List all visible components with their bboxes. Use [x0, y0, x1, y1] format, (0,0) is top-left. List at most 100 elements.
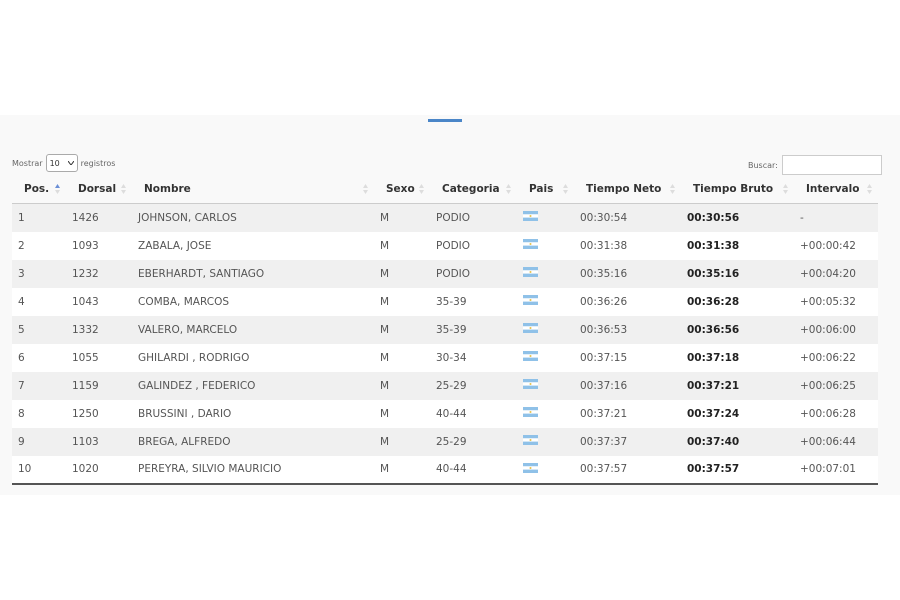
flag-top [523, 462, 538, 466]
page-length-select[interactable]: 10 [45, 154, 78, 172]
sex-cell: M [374, 455, 430, 485]
gross-time-cell: 00:37:40 [687, 435, 740, 448]
flag-bot [523, 413, 538, 417]
search-label: Buscar: [748, 160, 778, 170]
interval-cell: - [800, 211, 804, 224]
gross-time-cell: 00:36:28 [687, 295, 740, 308]
sort-up [419, 184, 424, 188]
net-time-cell: 00:36:26 [580, 295, 628, 308]
interval-cell: +00:06:22 [800, 351, 856, 364]
flag-bot [523, 217, 538, 222]
name-cell: JOHNSON, CARLOS [138, 211, 237, 224]
interval-cell: +00:04:20 [800, 267, 856, 280]
bib-cell: 1020 [66, 455, 132, 485]
gross-time-cell: 00:37:57 [681, 455, 794, 485]
column-header[interactable]: Sexo [374, 175, 430, 204]
result-row: 3 1232 EBERHARDT, SANTIAGO M PODIO 00:35:16 00… [12, 259, 878, 288]
column-header[interactable]: Categoria [430, 175, 517, 204]
column-header-text: Tiempo Bruto [693, 183, 774, 195]
gross-time-cell: 00:36:56 [687, 323, 740, 336]
flag-argentina [523, 211, 538, 222]
country-cell [517, 372, 574, 400]
sort-up [121, 184, 126, 188]
flag-bot [523, 329, 538, 333]
country-cell [517, 316, 574, 344]
flag-top [523, 323, 538, 327]
column-header[interactable]: Pos. [12, 175, 66, 204]
gross-time-cell: 00:35:16 [687, 267, 740, 280]
sort-icon [419, 184, 424, 194]
sort-up [783, 184, 788, 188]
net-time-cell: 00:35:16 [580, 267, 628, 280]
gross-time-cell: 00:31:38 [687, 239, 740, 252]
sex-cell: M [380, 407, 390, 420]
flag-top [523, 295, 538, 299]
net-time-cell: 00:37:16 [580, 379, 628, 392]
sex-cell: M [380, 351, 390, 364]
name-cell: BREGA, ALFREDO [138, 435, 231, 448]
name-cell: PEREYRA, SILVIO MAURICIO [132, 455, 374, 485]
sex-cell: M [380, 267, 390, 280]
flag-sun [529, 271, 532, 273]
position-cell: 1 [18, 211, 25, 224]
column-header[interactable]: Dorsal [66, 175, 132, 204]
tab-indicator [428, 119, 462, 122]
category-cell: PODIO [436, 267, 471, 280]
category-cell: 35-39 [436, 295, 467, 308]
position-cell: 5 [18, 323, 25, 336]
result-row: 6 1055 GHILARDI , RODRIGO M 30-34 00:37:15 00:… [12, 343, 878, 372]
flag-top [523, 351, 538, 355]
position-cell: 8 [18, 407, 25, 420]
page-length-control: Mostrar 10 registros [12, 154, 115, 172]
column-header[interactable]: Tiempo Bruto [681, 175, 794, 204]
name-cell: EBERHARDT, SANTIAGO [138, 267, 265, 280]
net-time-cell: 00:37:37 [580, 435, 628, 448]
result-row: 7 1159 GALINDEZ , FEDERICO M 25-29 00:37:16 00… [12, 371, 878, 400]
flag-argentina [523, 351, 538, 361]
category-cell: PODIO [436, 211, 471, 224]
bib-cell: 1055 [72, 351, 99, 364]
position-cell: 3 [18, 267, 25, 280]
sort-down [670, 190, 675, 194]
sex-cell: M [380, 435, 390, 448]
name-cell: GHILARDI , RODRIGO [138, 351, 250, 364]
flag-argentina [523, 323, 538, 333]
sort-icon [563, 184, 568, 194]
country-cell [517, 400, 574, 428]
flag-argentina [523, 379, 538, 389]
flag-sun [529, 439, 532, 441]
column-header[interactable]: Intervalo [794, 175, 878, 204]
sort-up [506, 184, 511, 188]
flag-argentina [523, 435, 538, 445]
sex-cell: M [380, 323, 390, 336]
column-header[interactable]: Tiempo Neto [574, 175, 681, 204]
category-cell: PODIO [436, 239, 471, 252]
gross-time-cell: 00:37:21 [687, 379, 740, 392]
position-cell: 6 [18, 351, 25, 364]
bib-cell: 1159 [72, 379, 99, 392]
position-cell: 10 [12, 455, 66, 485]
sort-icon [867, 184, 872, 194]
category-cell: 25-29 [436, 435, 467, 448]
sort-up [867, 184, 872, 188]
column-header-text: Categoria [442, 183, 500, 195]
bib-cell: 1232 [72, 267, 99, 280]
sort-down [121, 190, 126, 194]
result-row: 10 1020 PEREYRA, SILVIO MAURICIO M 40-44 00:3… [12, 455, 878, 485]
name-cell: COMBA, MARCOS [138, 295, 229, 308]
result-row: 5 1332 VALERO, MARCELO M 35-39 00:36:53 00:36:… [12, 315, 878, 344]
header-row: Pos. Dorsal Nombre Sexo Categoria Pais Tiempo … [12, 175, 878, 204]
flag-sun [529, 299, 532, 301]
column-header[interactable]: Pais [517, 175, 574, 204]
column-header-text: Tiempo Neto [586, 183, 662, 195]
bib-cell: 1093 [72, 239, 99, 252]
country-cell [517, 204, 574, 232]
category-cell: 35-39 [436, 323, 467, 336]
records-label: registros [80, 158, 116, 168]
sort-down [506, 190, 511, 194]
flag-sun [529, 466, 532, 469]
sort-down [55, 190, 60, 194]
column-header[interactable]: Nombre [132, 175, 374, 204]
flag-argentina [523, 407, 538, 417]
search-input[interactable] [781, 155, 882, 175]
